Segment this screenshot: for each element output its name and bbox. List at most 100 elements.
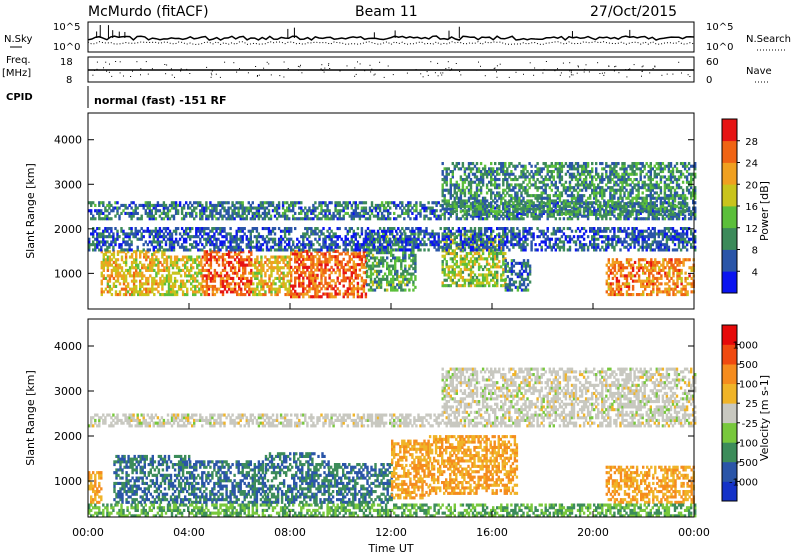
heatmap-cell xyxy=(358,295,362,299)
heatmap-cell xyxy=(336,255,339,259)
heatmap-cell xyxy=(607,175,610,179)
heatmap-cell xyxy=(475,284,479,288)
heatmap-cell xyxy=(386,261,389,265)
heatmap-cell xyxy=(132,290,136,294)
heatmap-cell xyxy=(524,212,527,216)
heatmap-cell xyxy=(286,209,289,213)
heatmap-cell xyxy=(275,217,279,221)
heatmap-cell xyxy=(477,252,481,256)
heatmap-cell xyxy=(367,251,371,255)
heatmap-cell xyxy=(477,202,481,206)
heatmap-cell xyxy=(599,175,602,179)
heatmap-cell xyxy=(259,206,263,210)
heatmap-cell xyxy=(362,255,366,259)
heatmap-cell xyxy=(258,279,261,283)
heatmap-cell xyxy=(192,284,195,288)
heatmap-cell xyxy=(251,206,254,210)
heatmap-cell xyxy=(252,287,255,291)
heatmap-cell xyxy=(518,186,521,190)
heatmap-cell xyxy=(666,276,669,280)
heatmap-cell xyxy=(566,210,570,214)
heatmap-cell xyxy=(550,172,553,176)
heatmap-cell xyxy=(238,287,241,291)
heatmap-cell xyxy=(516,272,520,276)
heatmap-cell xyxy=(124,255,128,259)
nave-dot xyxy=(545,61,547,62)
nave-dot xyxy=(448,67,450,69)
heatmap-cell xyxy=(496,252,499,256)
heatmap-cell xyxy=(443,273,446,277)
noise-lines xyxy=(87,25,695,46)
heatmap-cell xyxy=(246,276,249,280)
heatmap-cell xyxy=(461,278,465,282)
heatmap-cell xyxy=(522,175,525,179)
heatmap-cell xyxy=(203,274,206,278)
heatmap-cell xyxy=(223,258,227,262)
heatmap-cell xyxy=(283,211,287,215)
heatmap-cell xyxy=(255,206,259,210)
heatmap-cell xyxy=(400,285,403,289)
heatmap-cell xyxy=(318,257,321,261)
heatmap-cell xyxy=(615,284,619,288)
heatmap-cell xyxy=(469,233,473,237)
heatmap-cell xyxy=(580,183,584,187)
heatmap-cell xyxy=(290,292,293,296)
heatmap-cell xyxy=(161,287,164,291)
heatmap-cell xyxy=(496,167,499,171)
heatmap-cell xyxy=(415,203,418,207)
heatmap-cell xyxy=(619,217,622,221)
heatmap-cell xyxy=(496,254,499,258)
heatmap-cell xyxy=(320,276,323,280)
heatmap-cell xyxy=(369,251,373,255)
heatmap-cell xyxy=(678,290,681,294)
heatmap-cell xyxy=(360,260,364,264)
heatmap-cell xyxy=(360,257,364,261)
heatmap-cell xyxy=(483,199,487,203)
heatmap-cell xyxy=(633,186,636,190)
heatmap-cell xyxy=(130,252,134,256)
heatmap-cell xyxy=(227,214,230,218)
heatmap-cell xyxy=(132,271,136,275)
heatmap-cell xyxy=(494,265,497,269)
heatmap-cell xyxy=(640,266,643,270)
heatmap-cell xyxy=(654,258,657,262)
heatmap-cell xyxy=(334,281,337,285)
heatmap-cell xyxy=(308,284,311,288)
heatmap-cell xyxy=(209,279,213,283)
heatmap-cell xyxy=(296,260,299,264)
heatmap-cell xyxy=(597,183,600,187)
heatmap-cell xyxy=(135,255,138,259)
heatmap-cell xyxy=(605,183,608,187)
heatmap-cell xyxy=(142,206,145,210)
heatmap-cell xyxy=(447,276,450,280)
heatmap-cell xyxy=(646,279,649,283)
heatmap-cell xyxy=(475,191,479,195)
heatmap-cell xyxy=(104,276,108,280)
heatmap-cell xyxy=(483,164,487,168)
heatmap-cell xyxy=(375,237,379,241)
heatmap-cell xyxy=(609,290,613,294)
heatmap-cell xyxy=(184,260,187,264)
heatmap-cell xyxy=(271,203,275,207)
heatmap-cell xyxy=(589,194,592,198)
heatmap-cell xyxy=(445,199,448,203)
heatmap-cell xyxy=(221,255,225,259)
heatmap-cell xyxy=(179,279,183,283)
heatmap-cell xyxy=(633,162,636,166)
heatmap-cell xyxy=(627,260,631,264)
heatmap-cell xyxy=(215,260,219,264)
heatmap-cell xyxy=(504,259,507,263)
nave-dot xyxy=(449,69,451,71)
heatmap-cell xyxy=(475,257,479,261)
heatmap-cell xyxy=(621,178,624,182)
heatmap-cell xyxy=(621,186,624,190)
heatmap-cell xyxy=(192,260,195,264)
heatmap-cell xyxy=(114,293,118,297)
heatmap-cell xyxy=(599,210,602,214)
heatmap-cell xyxy=(500,194,503,198)
heatmap-cell xyxy=(653,211,656,215)
heatmap-cell xyxy=(292,295,295,299)
heatmap-cell xyxy=(244,263,247,267)
heatmap-cell xyxy=(147,287,150,291)
heatmap-cell xyxy=(453,241,456,245)
